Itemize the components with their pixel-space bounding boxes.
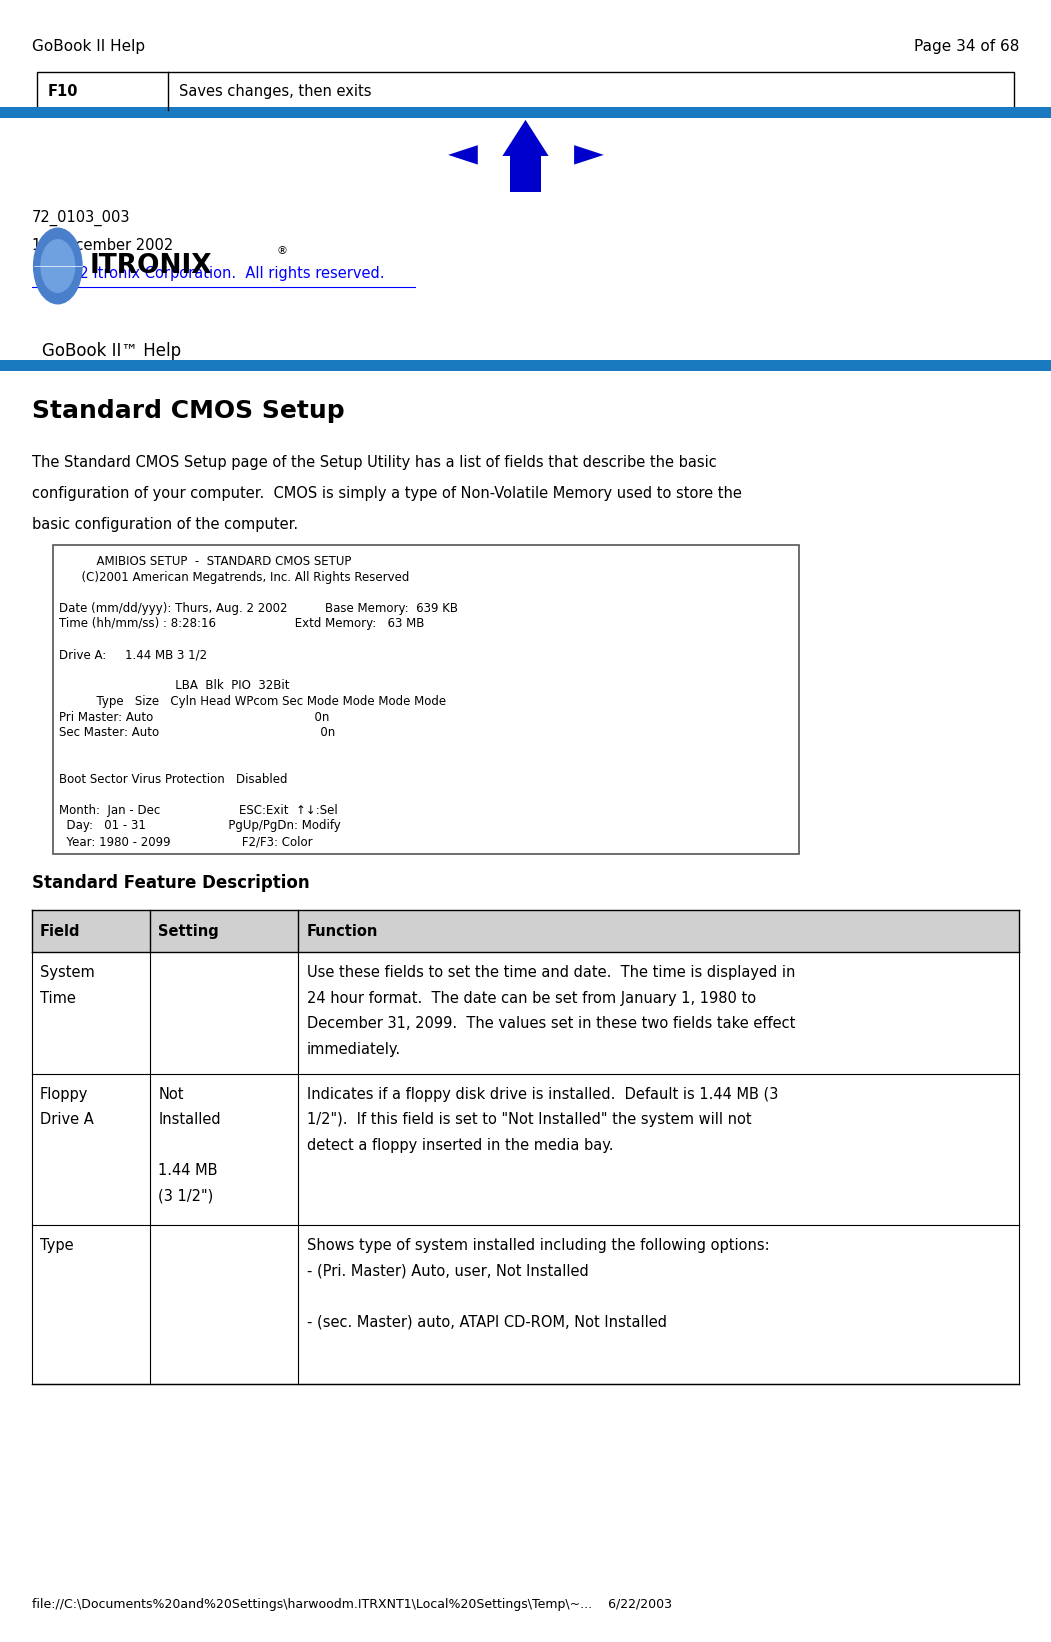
Circle shape <box>41 240 75 292</box>
Text: Date (mm/dd/yyy): Thurs, Aug. 2 2002          Base Memory:  639 KB: Date (mm/dd/yyy): Thurs, Aug. 2 2002 Bas… <box>59 601 458 614</box>
Text: Pri Master: Auto                                           0n: Pri Master: Auto 0n <box>59 711 329 724</box>
Text: immediately.: immediately. <box>307 1043 400 1057</box>
Text: Drive A: Drive A <box>40 1113 94 1128</box>
Text: F10: F10 <box>47 84 78 99</box>
Text: Use these fields to set the time and date.  The time is displayed in: Use these fields to set the time and dat… <box>307 965 795 980</box>
Text: Function: Function <box>307 923 378 939</box>
Text: Setting: Setting <box>159 923 220 939</box>
Text: Standard CMOS Setup: Standard CMOS Setup <box>32 399 344 424</box>
Text: GoBook II™ Help: GoBook II™ Help <box>42 342 181 360</box>
Text: AMIBIOS SETUP  -  STANDARD CMOS SETUP: AMIBIOS SETUP - STANDARD CMOS SETUP <box>59 555 351 568</box>
Text: 72_0103_003: 72_0103_003 <box>32 210 130 227</box>
Text: ►: ► <box>574 135 603 174</box>
Text: 1.44 MB: 1.44 MB <box>159 1163 218 1179</box>
Bar <box>32 910 1019 952</box>
Text: Type   Size   Cyln Head WPcom Sec Mode Mode Mode Mode: Type Size Cyln Head WPcom Sec Mode Mode … <box>59 695 446 708</box>
Bar <box>0 107 1051 118</box>
Text: Time: Time <box>40 992 76 1007</box>
Circle shape <box>34 228 82 304</box>
Bar <box>37 72 1014 110</box>
Text: Month:  Jan - Dec                     ESC:Exit  ↑↓:Sel: Month: Jan - Dec ESC:Exit ↑↓:Sel <box>59 805 337 816</box>
Text: Shows type of system installed including the following options:: Shows type of system installed including… <box>307 1238 769 1253</box>
Text: Boot Sector Virus Protection   Disabled: Boot Sector Virus Protection Disabled <box>59 773 287 787</box>
Text: System: System <box>40 965 95 980</box>
Text: Installed: Installed <box>159 1113 221 1128</box>
Polygon shape <box>502 120 549 156</box>
Text: (C)2001 American Megatrends, Inc. All Rights Reserved: (C)2001 American Megatrends, Inc. All Ri… <box>59 570 409 583</box>
Text: Field: Field <box>40 923 81 939</box>
Text: The Standard CMOS Setup page of the Setup Utility has a list of fields that desc: The Standard CMOS Setup page of the Setu… <box>32 455 717 470</box>
Text: Floppy: Floppy <box>40 1087 88 1102</box>
Text: 1/2").  If this field is set to "Not Installed" the system will not: 1/2"). If this field is set to "Not Inst… <box>307 1113 751 1128</box>
Text: 24 hour format.  The date can be set from January 1, 1980 to: 24 hour format. The date can be set from… <box>307 992 756 1007</box>
Text: Drive A:     1.44 MB 3 1/2: Drive A: 1.44 MB 3 1/2 <box>59 649 207 662</box>
Text: Year: 1980 - 2099                   F2/F3: Color: Year: 1980 - 2099 F2/F3: Color <box>59 836 312 847</box>
Text: Not: Not <box>159 1087 184 1102</box>
Bar <box>53 545 799 854</box>
Text: ◄: ◄ <box>448 135 477 174</box>
Text: configuration of your computer.  CMOS is simply a type of Non-Volatile Memory us: configuration of your computer. CMOS is … <box>32 486 741 501</box>
Text: ITRONIX: ITRONIX <box>89 253 212 279</box>
Text: - (sec. Master) auto, ATAPI CD-ROM, Not Installed: - (sec. Master) auto, ATAPI CD-ROM, Not … <box>307 1314 666 1330</box>
Text: Type: Type <box>40 1238 74 1253</box>
Text: detect a floppy inserted in the media bay.: detect a floppy inserted in the media ba… <box>307 1138 613 1153</box>
Text: LBA  Blk  PIO  32Bit: LBA Blk PIO 32Bit <box>59 680 289 693</box>
Text: - (Pri. Master) Auto, user, Not Installed: - (Pri. Master) Auto, user, Not Installe… <box>307 1264 589 1279</box>
Text: Standard Feature Description: Standard Feature Description <box>32 874 309 892</box>
Text: ®: ® <box>276 246 287 256</box>
Text: 10 December 2002: 10 December 2002 <box>32 238 172 253</box>
Text: Day:   01 - 31                      PgUp/PgDn: Modify: Day: 01 - 31 PgUp/PgDn: Modify <box>59 819 341 832</box>
Text: Sec Master: Auto                                           0n: Sec Master: Auto 0n <box>59 726 335 739</box>
Text: Page 34 of 68: Page 34 of 68 <box>914 39 1019 54</box>
Text: © 2002 Itronix Corporation.  All rights reserved.: © 2002 Itronix Corporation. All rights r… <box>32 266 384 281</box>
Text: December 31, 2099.  The values set in these two fields take effect: December 31, 2099. The values set in the… <box>307 1016 795 1031</box>
Bar <box>0 360 1051 371</box>
Text: (3 1/2"): (3 1/2") <box>159 1189 213 1204</box>
Bar <box>510 156 541 192</box>
Text: file://C:\Documents%20and%20Settings\harwoodm.ITRXNT1\Local%20Settings\Temp\~...: file://C:\Documents%20and%20Settings\har… <box>32 1598 672 1611</box>
Text: GoBook II Help: GoBook II Help <box>32 39 145 54</box>
Text: Time (hh/mm/ss) : 8:28:16                     Extd Memory:   63 MB: Time (hh/mm/ss) : 8:28:16 Extd Memory: 6… <box>59 617 425 631</box>
Text: basic configuration of the computer.: basic configuration of the computer. <box>32 517 297 532</box>
Text: Saves changes, then exits: Saves changes, then exits <box>179 84 371 99</box>
Text: Indicates if a floppy disk drive is installed.  Default is 1.44 MB (3: Indicates if a floppy disk drive is inst… <box>307 1087 778 1102</box>
